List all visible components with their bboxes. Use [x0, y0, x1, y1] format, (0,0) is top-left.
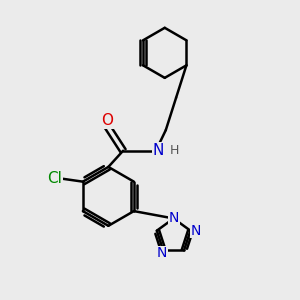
Text: H: H	[170, 144, 179, 157]
Text: N: N	[168, 212, 179, 226]
Text: N: N	[190, 224, 201, 238]
Text: N: N	[157, 246, 167, 260]
Text: Cl: Cl	[47, 171, 62, 186]
Text: N: N	[153, 143, 164, 158]
Text: O: O	[101, 113, 113, 128]
